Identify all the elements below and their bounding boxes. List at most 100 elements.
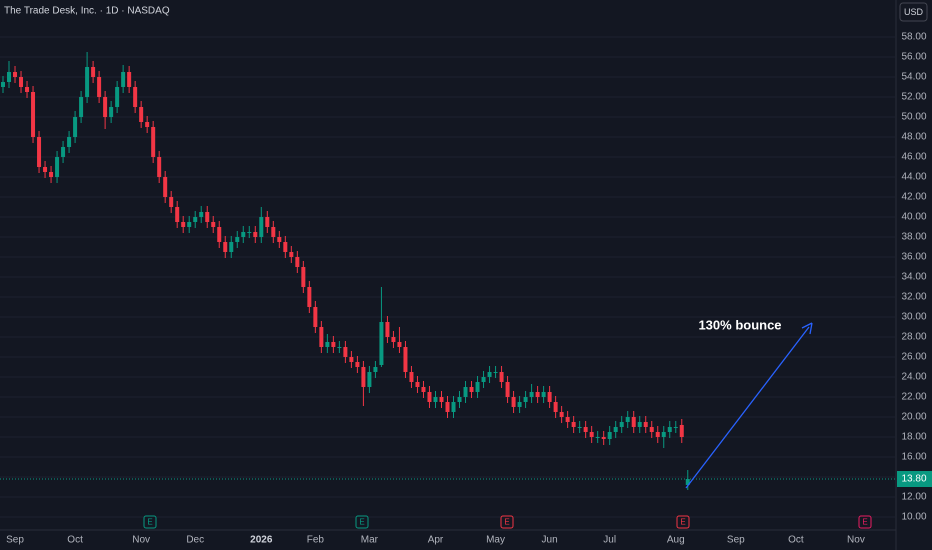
y-tick-label: 42.00 <box>901 192 926 203</box>
y-tick-label: 24.00 <box>901 372 926 383</box>
candle-body <box>157 157 162 177</box>
candle-body <box>97 77 102 97</box>
candle-body <box>427 392 432 402</box>
candle-body <box>379 322 384 365</box>
x-tick-label: Jun <box>542 535 558 546</box>
candle-body <box>85 67 90 97</box>
y-tick-label: 48.00 <box>901 132 926 143</box>
candle-body <box>493 372 498 373</box>
candle-body <box>373 367 378 372</box>
candle-body <box>391 337 396 342</box>
candle-body <box>529 392 534 397</box>
candle-body <box>31 92 36 137</box>
candle-body <box>367 372 372 387</box>
x-tick-label: Jul <box>603 535 616 546</box>
candle-body <box>271 227 276 237</box>
candle-body <box>415 382 420 387</box>
candle-body <box>469 387 474 392</box>
candle-body <box>445 402 450 412</box>
candle-body <box>79 97 84 117</box>
candle-body <box>163 177 168 197</box>
candle-body <box>499 372 504 382</box>
y-tick-label: 18.00 <box>901 432 926 443</box>
candle-body <box>61 147 66 157</box>
y-tick-label: 56.00 <box>901 52 926 63</box>
candle-body <box>541 392 546 397</box>
candle-body <box>505 382 510 397</box>
candle-body <box>589 432 594 437</box>
y-tick-label: 22.00 <box>901 392 926 403</box>
candle-body <box>139 107 144 122</box>
candle-body <box>265 217 270 227</box>
candle-body <box>583 427 588 432</box>
x-tick-label: Mar <box>361 535 379 546</box>
x-tick-label: Nov <box>847 535 865 546</box>
candle-body <box>13 72 18 77</box>
candle-body <box>25 87 30 92</box>
event-label: E <box>147 518 152 527</box>
candle-body <box>43 167 48 172</box>
candle-body <box>631 417 636 427</box>
candle-body <box>235 237 240 242</box>
event-marker <box>355 515 369 529</box>
candle-body <box>289 252 294 257</box>
x-tick-label: Oct <box>788 535 804 546</box>
y-tick-label: 36.00 <box>901 252 926 263</box>
last-price-label: 13.80 <box>901 474 926 485</box>
y-tick-label: 34.00 <box>901 272 926 283</box>
x-tick-label: Oct <box>67 535 83 546</box>
candle-body <box>421 387 426 392</box>
y-tick-label: 40.00 <box>901 212 926 223</box>
candle-body <box>685 479 690 485</box>
candle-body <box>103 97 108 117</box>
y-tick-label: 58.00 <box>901 32 926 43</box>
event-marker <box>500 515 514 529</box>
currency-button[interactable] <box>899 2 928 22</box>
event-marker <box>858 515 872 529</box>
candle-body <box>619 422 624 427</box>
candle-body <box>577 427 582 428</box>
candle-body <box>37 137 42 167</box>
candle-body <box>145 122 150 127</box>
candle-body <box>73 117 78 137</box>
candle-body <box>121 72 126 87</box>
candle-body <box>223 242 228 252</box>
candle-body <box>523 397 528 402</box>
candle-body <box>217 227 222 242</box>
candle-body <box>553 402 558 412</box>
candle-body <box>55 157 60 177</box>
candle-body <box>205 212 210 222</box>
candle-body <box>277 237 282 242</box>
y-tick-label: 30.00 <box>901 312 926 323</box>
candle-body <box>487 372 492 377</box>
candle-body <box>7 72 12 82</box>
candle-body <box>661 432 666 437</box>
candle-body <box>187 222 192 227</box>
candle-body <box>319 327 324 347</box>
candle-body <box>571 422 576 427</box>
candle-body <box>397 342 402 347</box>
currency-label[interactable]: USD <box>904 7 924 17</box>
y-tick-label: 44.00 <box>901 172 926 183</box>
candle-body <box>535 392 540 397</box>
candle-body <box>457 397 462 402</box>
candle-body <box>313 307 318 327</box>
candle-body <box>169 197 174 207</box>
y-tick-label: 28.00 <box>901 332 926 343</box>
candle-body <box>343 347 348 357</box>
candle-body <box>355 362 360 367</box>
candle-body <box>301 267 306 287</box>
y-tick-label: 12.00 <box>901 492 926 503</box>
x-tick-label: 2026 <box>250 535 273 546</box>
candle-body <box>625 417 630 422</box>
candle-body <box>451 402 456 412</box>
arrow <box>685 326 810 489</box>
candle-body <box>433 397 438 402</box>
candle-body <box>547 392 552 402</box>
candle-body <box>517 402 522 407</box>
y-tick-label: 10.00 <box>901 512 926 523</box>
candle-body <box>181 222 186 227</box>
candle-body <box>409 372 414 382</box>
candle-body <box>109 107 114 117</box>
candle-body <box>199 212 204 217</box>
